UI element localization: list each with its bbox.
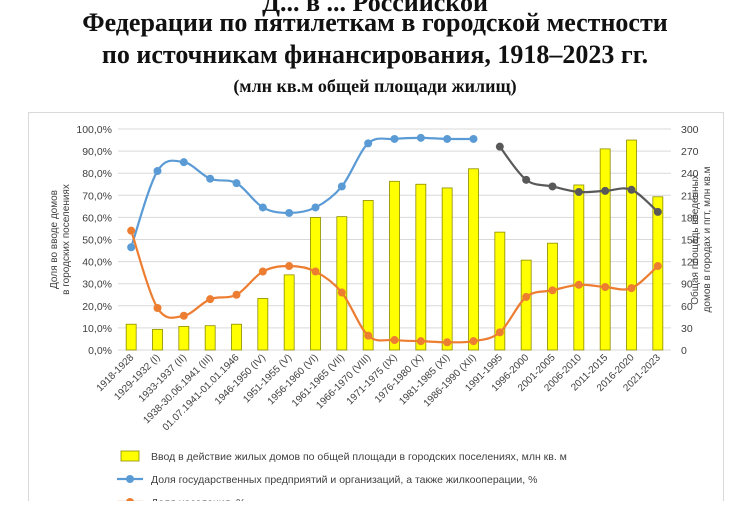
- line-point: [495, 328, 504, 337]
- line-point: [206, 295, 215, 304]
- left-axis-tick-label: 30,0%: [82, 279, 112, 291]
- bar: [336, 216, 348, 351]
- line-point: [627, 284, 636, 293]
- bar: [415, 183, 427, 351]
- line-point: [153, 304, 162, 313]
- bar: [152, 328, 163, 351]
- left-axis-tick-label: 60,0%: [82, 212, 112, 224]
- right-axis-tick-label: 300: [681, 124, 699, 136]
- line-point: [548, 182, 557, 191]
- bar: [231, 323, 242, 351]
- line-point: [443, 338, 452, 347]
- bar: [441, 187, 453, 351]
- bar: [652, 196, 664, 351]
- right-axis-tick-label: 240: [681, 168, 699, 180]
- legend-swatch-bar: [120, 450, 140, 462]
- bar: [520, 259, 532, 351]
- line-point: [311, 267, 320, 276]
- line-point: [469, 134, 478, 143]
- line-point: [364, 331, 373, 340]
- right-axis-tick-label: 180: [681, 212, 699, 224]
- line-point: [232, 290, 241, 299]
- legend-swatch-marker: [126, 475, 134, 483]
- bar: [573, 184, 585, 351]
- bar: [626, 139, 637, 351]
- line-point: [127, 243, 136, 252]
- left-axis-tick-label: 40,0%: [82, 257, 112, 269]
- line-point: [285, 208, 294, 217]
- bar: [125, 323, 137, 351]
- bar: [204, 325, 216, 351]
- line-point: [179, 158, 188, 167]
- line-point: [258, 267, 267, 276]
- line-point: [601, 186, 610, 195]
- right-axis-tick-label: 30: [681, 323, 693, 335]
- line-point: [574, 187, 583, 196]
- line-point: [285, 262, 294, 271]
- line-point: [548, 286, 557, 295]
- line-point: [443, 134, 452, 143]
- line-point: [232, 179, 241, 188]
- line-point: [153, 166, 162, 175]
- combo-chart: 0,0% 10,0% 20,0% 30,0% 40,0% 50,0% 60,0% 70,0% 8…: [49, 124, 713, 506]
- legend-label: Ввод в действие жилых домов по общей пло…: [151, 451, 567, 463]
- line-point: [653, 262, 662, 271]
- bar: [257, 298, 269, 351]
- line-point: [522, 175, 531, 184]
- line-point: [311, 203, 320, 212]
- bar: [468, 168, 479, 351]
- line-point: [337, 182, 346, 191]
- line-point: [416, 133, 425, 142]
- bar: [599, 148, 611, 351]
- bar: [310, 217, 321, 351]
- bar: [494, 231, 506, 351]
- left-axis-tick-label: 80,0%: [82, 168, 112, 180]
- line-point: [364, 139, 373, 148]
- chart-title-line-1: Федерации по пятилеткам в городской мест…: [82, 8, 668, 37]
- line-point: [416, 337, 425, 346]
- line-point: [390, 336, 399, 345]
- right-axis-tick-label: 210: [681, 190, 699, 202]
- bar: [283, 274, 295, 351]
- bar: [389, 180, 400, 351]
- left-axis-tick-label: 20,0%: [82, 301, 112, 313]
- left-axis-tick-label: 0,0%: [88, 345, 112, 357]
- line-point: [206, 174, 215, 183]
- chart-title-line-0: Д... в ... Российской: [262, 0, 488, 17]
- line-point: [337, 288, 346, 297]
- right-axis-tick-label: 90: [681, 279, 693, 291]
- left-axis-tick-label: 10,0%: [82, 323, 112, 335]
- line-point: [601, 283, 610, 292]
- left-axis-tick-label: 90,0%: [82, 146, 112, 158]
- right-axis-tick-label: 60: [681, 301, 693, 313]
- right-axis-title: Общая площадь введенныхдомов в городах и…: [689, 166, 713, 312]
- chart-area: 0,0% 10,0% 20,0% 30,0% 40,0% 50,0% 60,0% 70,0% 8…: [28, 112, 724, 506]
- line-point: [127, 226, 136, 235]
- bar: [362, 200, 374, 351]
- left-axis-tick-label: 100,0%: [76, 124, 112, 136]
- bar: [178, 326, 190, 351]
- line-point: [627, 185, 636, 194]
- line-point: [574, 280, 583, 289]
- left-axis-title: Доля во вводе домовв городских поселения…: [49, 184, 72, 295]
- left-axis-tick-label: 50,0%: [82, 235, 112, 247]
- legend-label: Доля населения, %: [151, 497, 245, 501]
- right-axis-tick-label: 120: [681, 257, 699, 269]
- line-point: [522, 292, 531, 301]
- line-point: [390, 134, 399, 143]
- bar: [547, 242, 558, 351]
- legend-label: Доля государственных предприятий и орган…: [151, 474, 537, 486]
- line-point: [258, 203, 267, 212]
- line-point: [469, 337, 478, 346]
- chart-title-line-2: по источникам финансирования, 1918–2023 …: [101, 40, 649, 69]
- right-axis-tick-label: 150: [681, 235, 699, 247]
- left-axis-tick-label: 70,0%: [82, 190, 112, 202]
- line-point: [495, 142, 504, 151]
- right-axis-tick-label: 270: [681, 146, 699, 158]
- right-axis-tick-label: 0: [681, 345, 687, 357]
- chart-subtitle: (млн кв.м общей площади жилищ): [233, 76, 517, 96]
- line-point: [653, 207, 662, 216]
- line-point: [179, 311, 188, 320]
